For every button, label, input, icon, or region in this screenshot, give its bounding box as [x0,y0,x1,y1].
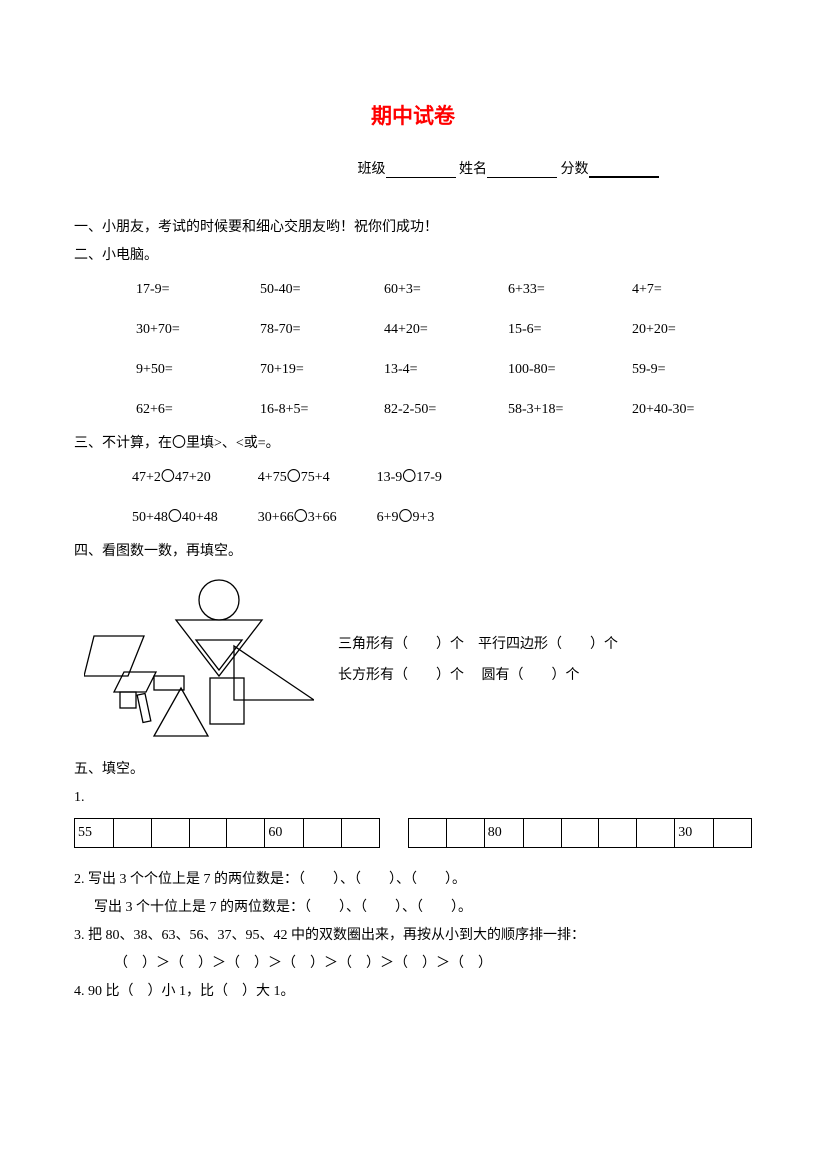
calc-cell: 6+33= [504,270,628,310]
seq-cell [189,819,227,848]
seq-cell [113,819,151,848]
calc-cell: 13-4= [380,350,504,390]
seq-cell [446,819,484,848]
calc-cell: 100-80= [504,350,628,390]
body: 一、小朋友，考试的时候要和细心交朋友哟！祝你们成功！ 二、小电脑。 17-9= … [74,214,752,1006]
q4: 4. 90 比（ ）小 1，比（ ）大 1。 [74,978,752,1006]
exam-page: 期中试卷 班级 姓名 分数 一、小朋友，考试的时候要和细心交朋友哟！祝你们成功！… [0,0,826,1169]
calc-cell: 20+20= [628,310,752,350]
shape-line-1: 三角形有（ ）个 平行四边形（ ）个 [338,630,618,661]
seq-cell: 55 [75,819,114,848]
q1-label: 1. [74,784,752,812]
calc-cell: 59-9= [628,350,752,390]
calc-cell: 17-9= [132,270,256,310]
table-row: 80 30 [408,819,751,848]
shape-questions: 三角形有（ ）个 平行四边形（ ）个 长方形有（ ）个 圆有（ ）个 [338,630,618,692]
meta-line: 班级 姓名 分数 [264,158,752,178]
calc-cell: 9+50= [132,350,256,390]
compare-table: 47+2〇47+20 4+75〇75+4 13-9〇17-9 50+48〇40+… [132,458,482,538]
table-row: 30+70= 78-70= 44+20= 15-6= 20+20= [132,310,752,350]
class-label: 班级 [358,162,386,177]
score-blank [589,162,659,178]
seq-cell [599,819,637,848]
seq-cell [151,819,189,848]
table-row: 17-9= 50-40= 60+3= 6+33= 4+7= [132,270,752,310]
name-label: 姓名 [459,162,487,177]
calc-cell: 44+20= [380,310,504,350]
seq-cell: 80 [484,819,523,848]
cmp-cell: 47+2〇47+20 [132,458,258,498]
section-4: 四、看图数一数，再填空。 [74,538,752,566]
q2a: 2. 写出 3 个个位上是 7 的两位数是：（ ）、（ ）、（ ）。 [74,866,752,894]
exam-title: 期中试卷 [74,100,752,130]
calc-cell: 62+6= [132,390,256,430]
seq-cell [408,819,446,848]
seq-cell [342,819,380,848]
table-row: 50+48〇40+48 30+66〇3+66 6+9〇9+3 [132,498,482,538]
section-3: 三、不计算，在〇里填>、<或=。 [74,430,752,458]
table-row: 62+6= 16-8+5= 82-2-50= 58-3+18= 20+40-30… [132,390,752,430]
seq-cell [637,819,675,848]
cmp-cell: 6+9〇9+3 [377,498,482,538]
class-blank [386,163,456,178]
cmp-cell: 13-9〇17-9 [377,458,482,498]
compare-block: 47+2〇47+20 4+75〇75+4 13-9〇17-9 50+48〇40+… [74,458,752,538]
calc-cell: 60+3= [380,270,504,310]
section-2: 二、小电脑。 [74,242,752,270]
sequence-table-1: 55 60 [74,818,380,848]
cmp-cell: 4+75〇75+4 [258,458,377,498]
calc-cell: 20+40-30= [628,390,752,430]
calc-table: 17-9= 50-40= 60+3= 6+33= 4+7= 30+70= 78-… [132,270,752,430]
shapes-figure [84,576,314,746]
seq-cell: 30 [675,819,714,848]
calc-cell: 16-8+5= [256,390,380,430]
calc-cell: 58-3+18= [504,390,628,430]
table-row: 47+2〇47+20 4+75〇75+4 13-9〇17-9 [132,458,482,498]
shape-block: 三角形有（ ）个 平行四边形（ ）个 长方形有（ ）个 圆有（ ）个 [84,576,752,746]
seq-cell [523,819,561,848]
table-row: 9+50= 70+19= 13-4= 100-80= 59-9= [132,350,752,390]
calc-cell: 70+19= [256,350,380,390]
seq-cell [304,819,342,848]
section-1: 一、小朋友，考试的时候要和细心交朋友哟！祝你们成功！ [74,214,752,242]
q3a: 3. 把 80、38、63、56、37、95、42 中的双数圈出来，再按从小到大… [74,922,752,950]
q3b: （ ）＞（ ）＞（ ）＞（ ）＞（ ）＞（ ）＞（ ） [74,950,752,978]
seq-cell [714,819,752,848]
q2b: 写出 3 个十位上是 7 的两位数是：（ ）、（ ）、（ ）。 [74,894,752,922]
seq-cell [561,819,599,848]
shape-line-2: 长方形有（ ）个 圆有（ ）个 [338,661,618,692]
table-row: 55 60 [75,819,380,848]
calc-cell: 82-2-50= [380,390,504,430]
sequence-row: 55 60 80 [74,818,752,848]
calc-cell: 15-6= [504,310,628,350]
calc-cell: 30+70= [132,310,256,350]
section-5: 五、填空。 [74,756,752,784]
calc-block: 17-9= 50-40= 60+3= 6+33= 4+7= 30+70= 78-… [74,270,752,430]
name-blank [487,163,557,178]
seq-cell [227,819,265,848]
sequence-table-2: 80 30 [408,818,752,848]
seq-cell: 60 [265,819,304,848]
calc-cell: 4+7= [628,270,752,310]
score-label: 分数 [561,162,589,177]
cmp-cell: 50+48〇40+48 [132,498,258,538]
cmp-cell: 30+66〇3+66 [258,498,377,538]
calc-cell: 78-70= [256,310,380,350]
calc-cell: 50-40= [256,270,380,310]
